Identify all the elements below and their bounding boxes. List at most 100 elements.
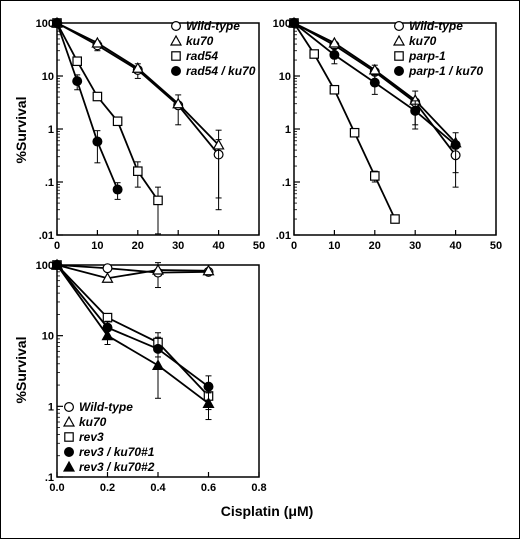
data-point xyxy=(329,49,340,60)
data-point xyxy=(328,36,341,48)
legend-marker xyxy=(392,34,406,46)
data-point xyxy=(102,312,113,323)
y-tick-label: .1 xyxy=(45,472,54,484)
legend-label: parp-1 / ku70 xyxy=(408,64,483,78)
y-tick-label: 100 xyxy=(273,18,291,30)
data-point xyxy=(102,263,113,274)
x-tick-label: 30 xyxy=(172,240,184,252)
y-axis-title: %Survival xyxy=(13,337,29,404)
legend-label: ku70 xyxy=(409,34,437,48)
x-tick-label: 0 xyxy=(291,240,297,252)
data-point xyxy=(289,18,300,29)
series-3 xyxy=(52,18,163,235)
x-tick-label: 30 xyxy=(409,240,421,252)
series-line xyxy=(56,264,210,388)
data-point xyxy=(153,195,163,206)
data-point xyxy=(151,359,165,370)
legend-marker xyxy=(394,65,405,76)
series-line xyxy=(56,264,210,405)
series-line xyxy=(56,22,159,201)
legend-marker xyxy=(63,402,74,413)
y-tick-label: 100 xyxy=(36,18,54,30)
data-point xyxy=(50,258,64,270)
chart-panel-3: 0.0 0.2 0.4 0.6 0.8 100 10 1 .1 %Survival Wild-typ… xyxy=(13,258,267,494)
series-line xyxy=(56,264,210,397)
legend-label: Wild-type xyxy=(79,400,133,414)
y-tick-label: .01 xyxy=(39,230,54,242)
data-point xyxy=(51,18,62,29)
x-tick-label: 0.8 xyxy=(251,482,266,494)
x-axis-title: Cisplatin (μM) xyxy=(221,503,314,519)
data-point xyxy=(112,116,123,127)
legend-marker xyxy=(171,65,182,76)
data-point xyxy=(203,381,214,392)
legend-marker xyxy=(63,447,74,458)
legend-label: rev3 xyxy=(79,430,104,444)
y-tick-label: 10 xyxy=(42,71,54,83)
data-point xyxy=(202,397,215,409)
data-point xyxy=(202,264,215,276)
legend-label: rev3 / ku70#1 xyxy=(79,445,155,459)
legend-marker xyxy=(64,432,74,442)
legend-marker xyxy=(171,21,182,32)
data-point xyxy=(369,77,380,88)
data-point xyxy=(92,136,103,147)
data-point xyxy=(112,184,123,195)
series-line xyxy=(293,22,396,220)
legend-marker xyxy=(62,415,76,427)
data-point xyxy=(72,76,83,87)
data-point xyxy=(349,127,360,138)
x-tick-label: 50 xyxy=(253,240,265,252)
data-point xyxy=(101,329,114,341)
legend-label: ku70 xyxy=(79,415,107,429)
data-point xyxy=(92,91,103,102)
x-tick-label: 0.2 xyxy=(100,482,115,494)
data-point xyxy=(329,84,340,95)
y-tick-label: .1 xyxy=(282,177,291,189)
legend-label: Wild-type xyxy=(186,19,240,33)
legend-label: rad54 / ku70 xyxy=(186,64,256,78)
series-5 xyxy=(50,258,215,421)
y-tick-label: .01 xyxy=(276,230,291,242)
y-tick-label: 10 xyxy=(42,331,54,343)
y-tick-label: 1 xyxy=(48,401,54,413)
series-4 xyxy=(51,18,123,200)
x-tick-label: 50 xyxy=(490,240,502,252)
legend-marker xyxy=(394,51,404,61)
data-point xyxy=(309,49,319,59)
data-point xyxy=(101,271,114,283)
x-tick-label: 40 xyxy=(449,240,461,252)
y-tick-label: 100 xyxy=(36,260,54,272)
data-point xyxy=(72,56,82,67)
legend-label: ku70 xyxy=(186,34,214,48)
legend-label: rev3 / ku70#2 xyxy=(79,460,155,474)
x-tick-label: 0.6 xyxy=(201,482,216,494)
legend-marker xyxy=(62,460,76,472)
x-tick-label: 0.0 xyxy=(49,482,64,494)
series-line xyxy=(56,22,119,190)
x-tick-label: 40 xyxy=(212,240,224,252)
legend-label: rad54 xyxy=(186,49,218,63)
data-point xyxy=(91,36,104,48)
legend-label: Wild-type xyxy=(409,19,463,33)
x-tick-label: 10 xyxy=(328,240,340,252)
y-tick-label: 10 xyxy=(279,71,291,83)
x-tick-label: 0.4 xyxy=(150,482,166,494)
data-point xyxy=(151,263,165,275)
y-tick-label: .1 xyxy=(45,177,54,189)
x-tick-label: 20 xyxy=(132,240,144,252)
data-point xyxy=(368,63,381,75)
series-4 xyxy=(289,18,461,174)
x-tick-label: 20 xyxy=(369,240,381,252)
legend-marker xyxy=(169,34,183,46)
chart-panel-1: 0 10 20 30 40 50 100 10 1 .1 .01 %Survival Wild-type… xyxy=(13,16,265,252)
data-point xyxy=(172,97,185,109)
y-tick-label: 1 xyxy=(48,124,54,136)
legend-label: parp-1 xyxy=(408,49,446,63)
y-axis-title: %Survival xyxy=(13,97,29,164)
data-point xyxy=(410,105,421,116)
